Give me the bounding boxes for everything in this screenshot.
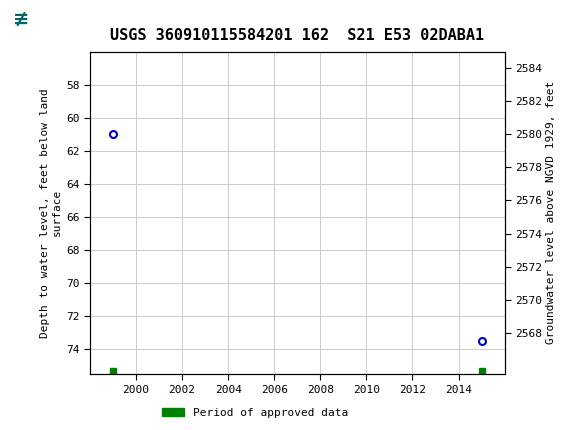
Y-axis label: Depth to water level, feet below land
surface: Depth to water level, feet below land su… <box>40 88 62 338</box>
Legend: Period of approved data: Period of approved data <box>158 403 353 422</box>
Text: ≢: ≢ <box>13 10 30 29</box>
Title: USGS 360910115584201 162  S21 E53 02DABA1: USGS 360910115584201 162 S21 E53 02DABA1 <box>110 28 484 43</box>
Bar <box>8 5 65 34</box>
Y-axis label: Groundwater level above NGVD 1929, feet: Groundwater level above NGVD 1929, feet <box>546 81 556 344</box>
Text: USGS: USGS <box>61 10 117 28</box>
